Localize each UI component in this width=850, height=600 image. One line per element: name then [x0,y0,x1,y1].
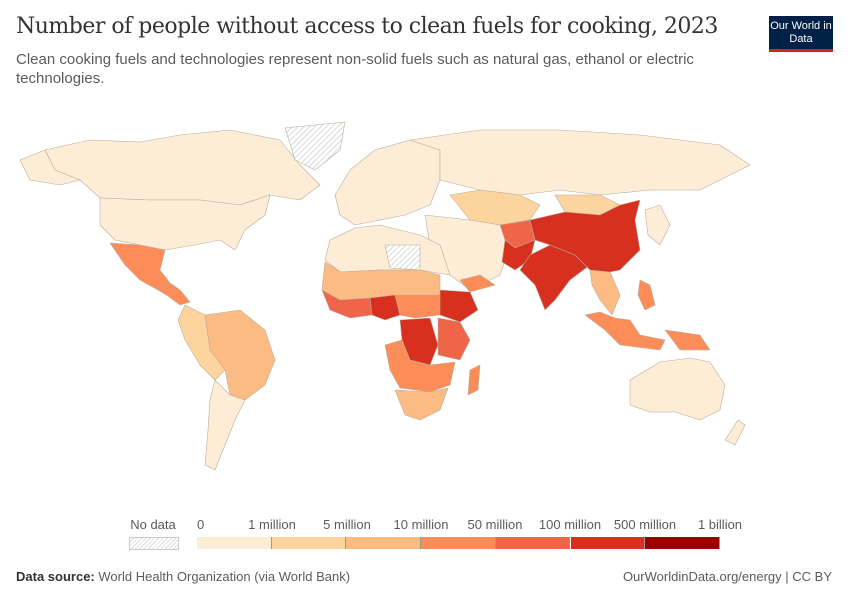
region-alaska[interactable] [19,149,81,186]
region-central-america[interactable] [157,282,191,306]
region-southeast-asia[interactable] [589,269,621,316]
legend-bin[interactable] [495,537,571,549]
legend-bin[interactable] [346,537,422,549]
region-mexico[interactable] [109,242,171,291]
region-australia[interactable] [629,357,726,421]
legend-bin[interactable] [197,537,272,549]
region-china[interactable] [529,199,641,276]
legend-tick-label: 0 [197,517,205,532]
region-europe[interactable] [334,139,441,226]
data-source: Data source: World Health Organization (… [16,569,350,584]
region-greenland[interactable] [284,121,346,171]
region-ethiopia[interactable] [439,289,479,323]
region-papua[interactable] [664,329,711,351]
region-south-africa[interactable] [394,387,449,421]
region-east-africa[interactable] [437,317,471,361]
legend-no-data-label: No data [130,517,176,532]
region-libya-nodata[interactable] [384,244,421,271]
legend-tick-label: 10 million [393,517,449,532]
legend-no-data-swatch[interactable] [129,537,179,550]
legend-bin[interactable] [645,537,720,549]
legend-tick-label: 1 billion [697,517,743,532]
region-indonesia[interactable] [584,311,666,351]
page-title: Number of people without access to clean… [16,14,718,39]
legend-bin[interactable] [570,537,646,549]
region-philippines[interactable] [637,279,656,311]
legend-bin[interactable] [271,537,347,549]
region-nigeria[interactable] [369,294,401,321]
legend-tick-label: 5 million [323,517,371,532]
region-new-zealand[interactable] [724,419,746,446]
region-russia[interactable] [409,129,751,196]
data-source-text[interactable]: World Health Organization (via World Ban… [98,569,351,584]
legend-tick-label: 100 million [538,517,602,532]
subtitle: Clean cooking fuels and technologies rep… [16,51,694,87]
world-map[interactable] [0,110,850,510]
region-yemen[interactable] [459,274,496,293]
region-canada[interactable] [44,129,321,206]
data-source-label: Data source: [16,569,95,584]
region-southern-central-africa[interactable] [384,339,456,393]
owid-logo[interactable]: Our World in Data [769,16,833,52]
legend-tick-label: 1 million [248,517,296,532]
region-central-africa[interactable] [394,294,441,319]
region-southern-cone[interactable] [204,379,246,471]
footer-link[interactable]: OurWorldinData.org/energy | CC BY [622,569,832,584]
legend-bin[interactable] [421,537,496,549]
region-madagascar[interactable] [467,364,481,396]
region-usa[interactable] [99,194,271,251]
legend-tick-label: 500 million [613,517,677,532]
legend-tick-label: 50 million [467,517,523,532]
region-japan-korea[interactable] [644,204,671,246]
